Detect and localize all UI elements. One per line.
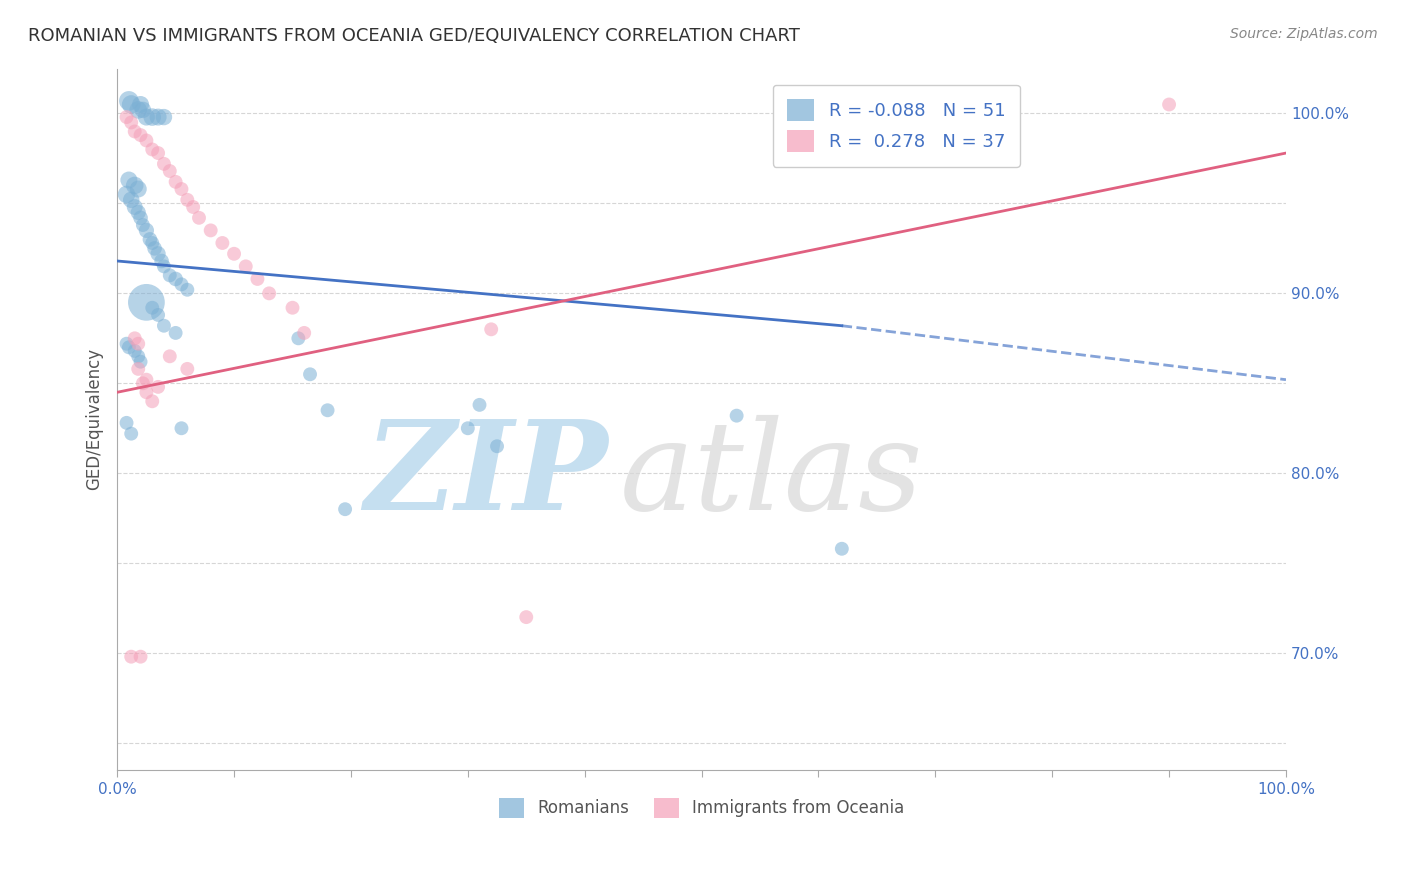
Point [127, 362, 149, 376]
Point [124, 331, 146, 345]
Point [124, 124, 146, 138]
Point [316, 403, 339, 417]
Point [479, 322, 502, 336]
Point [146, 146, 169, 161]
Point [129, 211, 152, 225]
Point [188, 211, 211, 225]
Point [129, 649, 152, 664]
Point [127, 182, 149, 196]
Point [1157, 97, 1180, 112]
Point [165, 175, 187, 189]
Point [159, 268, 181, 283]
Point [153, 260, 176, 274]
Point [176, 283, 198, 297]
Point [135, 133, 157, 147]
Point [141, 110, 163, 124]
Point [141, 394, 163, 409]
Point [135, 385, 157, 400]
Point [292, 326, 315, 340]
Point [181, 200, 204, 214]
Point [200, 223, 222, 237]
Point [257, 286, 280, 301]
Point [153, 157, 176, 171]
Point [246, 272, 269, 286]
Point [135, 110, 157, 124]
Point [176, 193, 198, 207]
Point [146, 380, 169, 394]
Point [120, 193, 142, 207]
Point [146, 110, 169, 124]
Point [150, 254, 173, 268]
Point [120, 97, 142, 112]
Point [170, 277, 193, 292]
Point [139, 232, 162, 246]
Point [115, 416, 138, 430]
Point [165, 272, 187, 286]
Point [127, 103, 149, 117]
Text: atlas: atlas [620, 415, 924, 536]
Point [457, 421, 479, 435]
Legend: Romanians, Immigrants from Oceania: Romanians, Immigrants from Oceania [492, 791, 911, 825]
Point [135, 373, 157, 387]
Point [141, 235, 163, 250]
Point [129, 354, 152, 368]
Point [159, 164, 181, 178]
Point [222, 247, 245, 261]
Point [118, 173, 141, 187]
Point [725, 409, 748, 423]
Point [135, 295, 157, 310]
Point [235, 260, 257, 274]
Point [143, 241, 166, 255]
Text: Source: ZipAtlas.com: Source: ZipAtlas.com [1230, 27, 1378, 41]
Point [127, 349, 149, 363]
Point [165, 326, 187, 340]
Point [115, 110, 138, 124]
Point [120, 115, 142, 129]
Point [831, 541, 853, 556]
Point [170, 421, 193, 435]
Point [146, 308, 169, 322]
Point [176, 362, 198, 376]
Point [124, 200, 146, 214]
Point [132, 103, 155, 117]
Point [120, 426, 142, 441]
Y-axis label: GED/Equivalency: GED/Equivalency [86, 348, 103, 491]
Point [333, 502, 356, 516]
Point [515, 610, 537, 624]
Point [129, 97, 152, 112]
Point [115, 187, 138, 202]
Point [118, 340, 141, 354]
Point [132, 376, 155, 391]
Point [211, 235, 233, 250]
Point [146, 247, 169, 261]
Point [124, 343, 146, 358]
Point [486, 439, 509, 453]
Point [468, 398, 491, 412]
Point [132, 218, 155, 232]
Point [120, 649, 142, 664]
Point [118, 94, 141, 108]
Point [141, 301, 163, 315]
Text: ZIP: ZIP [364, 415, 607, 536]
Text: ROMANIAN VS IMMIGRANTS FROM OCEANIA GED/EQUIVALENCY CORRELATION CHART: ROMANIAN VS IMMIGRANTS FROM OCEANIA GED/… [28, 27, 800, 45]
Point [281, 301, 304, 315]
Point [127, 205, 149, 219]
Point [159, 349, 181, 363]
Point [153, 318, 176, 333]
Point [115, 336, 138, 351]
Point [135, 223, 157, 237]
Point [153, 110, 176, 124]
Point [299, 368, 322, 382]
Point [129, 128, 152, 142]
Point [170, 182, 193, 196]
Point [124, 178, 146, 193]
Point [287, 331, 309, 345]
Point [127, 336, 149, 351]
Point [141, 143, 163, 157]
